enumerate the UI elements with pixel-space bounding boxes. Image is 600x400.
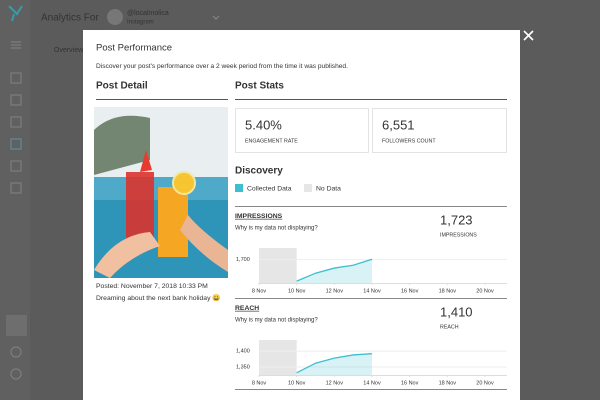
caption: Dreaming about the next bank holiday 😀 xyxy=(96,294,221,302)
no-data-region xyxy=(259,248,297,283)
section-heading: Post Detail xyxy=(96,81,148,92)
legend-swatch xyxy=(304,184,312,192)
dropdown[interactable] xyxy=(212,15,220,20)
stat-value: 5.40% xyxy=(245,117,282,132)
x-tick-label: 16 Nov xyxy=(401,380,419,386)
no-data-region xyxy=(259,340,297,375)
x-tick-label: 10 Nov xyxy=(288,288,306,294)
modal-title: Post Performance xyxy=(96,43,172,54)
data-area xyxy=(296,353,372,375)
app-title: Analytics For xyxy=(41,13,99,24)
data-line xyxy=(296,353,373,374)
stat-card xyxy=(372,108,507,153)
close-button[interactable] xyxy=(523,30,534,41)
x-tick-label: 20 Nov xyxy=(476,288,494,294)
modal-description: Discover your post's performance over a … xyxy=(96,63,348,70)
charts: IMPRESSIONS Why is my data not displaying… xyxy=(235,206,507,390)
stat-label: ENGAGEMENT RATE xyxy=(245,138,298,144)
chart-total-label: REACH xyxy=(440,324,459,330)
x-tick-label: 12 Nov xyxy=(326,380,344,386)
logo xyxy=(8,5,23,22)
x-tick-label: 14 Nov xyxy=(363,380,381,386)
chart-total: 1,410 xyxy=(440,304,473,319)
chart-title: REACH xyxy=(235,305,259,312)
posted-date: Posted: November 7, 2018 10:33 PM xyxy=(96,283,208,290)
avatar xyxy=(107,9,123,25)
sidebar-icons xyxy=(10,41,22,380)
y-tick-label: 1,350 xyxy=(236,364,250,370)
x-tick-label: 8 Nov xyxy=(252,288,267,294)
legend: Collected Data No Data xyxy=(235,184,341,192)
post-image xyxy=(94,107,228,278)
data-line xyxy=(296,258,373,282)
help-link[interactable]: Why is my data not displaying? xyxy=(235,318,318,324)
section-heading: Discovery xyxy=(235,166,283,177)
chart-total: 1,723 xyxy=(440,212,473,227)
account: @localmolica xyxy=(127,10,169,17)
stat-card xyxy=(235,108,369,153)
stat-value: 6,551 xyxy=(382,117,415,132)
x-tick-label: 8 Nov xyxy=(252,380,267,386)
data-area xyxy=(296,259,372,283)
stat-label: FOLLOWERS COUNT xyxy=(382,138,436,144)
chart-title: IMPRESSIONS xyxy=(235,213,283,220)
tab[interactable]: Overview xyxy=(54,47,84,54)
profile-thumb[interactable] xyxy=(6,315,27,336)
legend-label: Collected Data xyxy=(247,185,292,192)
y-tick-label: 1,400 xyxy=(236,349,250,355)
legend-label: No Data xyxy=(316,185,341,192)
x-tick-label: 10 Nov xyxy=(288,380,306,386)
x-tick-label: 16 Nov xyxy=(401,288,419,294)
help-link[interactable]: Why is my data not displaying? xyxy=(235,226,318,232)
x-tick-label: 12 Nov xyxy=(326,288,344,294)
sidebar xyxy=(0,0,30,400)
legend-swatch xyxy=(235,184,243,192)
y-tick-label: 1,700 xyxy=(236,257,250,263)
x-tick-label: 18 Nov xyxy=(439,380,457,386)
network: Instagram xyxy=(127,20,154,26)
section-heading: Post Stats xyxy=(235,81,284,92)
x-tick-label: 18 Nov xyxy=(439,288,457,294)
x-tick-label: 20 Nov xyxy=(476,380,494,386)
x-tick-label: 14 Nov xyxy=(363,288,381,294)
chart-total-label: IMPRESSIONS xyxy=(440,232,477,238)
